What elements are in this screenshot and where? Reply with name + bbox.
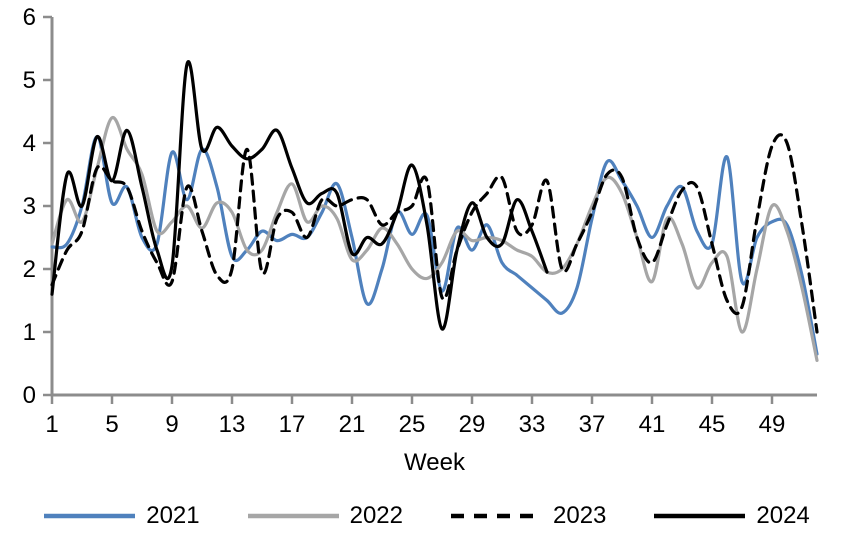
x-tick-label: 9 xyxy=(165,411,178,438)
legend-line-sample-solid xyxy=(247,513,339,519)
legend-label: 2021 xyxy=(146,502,200,529)
y-tick-label: 3 xyxy=(23,193,36,220)
legend-item-2023: 2023 xyxy=(449,504,606,528)
y-tick-label: 5 xyxy=(23,67,36,94)
x-tick-label: 45 xyxy=(699,411,726,438)
legend-line-sample-dashed xyxy=(451,513,542,519)
x-tick-label: 33 xyxy=(519,411,546,438)
x-axis-title: Week xyxy=(404,449,466,476)
x-tick-label: 13 xyxy=(219,411,246,438)
x-tick-label: 21 xyxy=(339,411,366,438)
x-tick-label: 1 xyxy=(45,411,58,438)
x-tick-label: 5 xyxy=(105,411,118,438)
y-tick-label: 1 xyxy=(23,319,36,346)
series-line-2022 xyxy=(50,116,819,362)
y-tick-label: 2 xyxy=(23,256,36,283)
legend-item-2021: 2021 xyxy=(42,502,200,529)
x-tick-label: 25 xyxy=(399,411,426,438)
y-tick-label: 6 xyxy=(23,4,36,31)
series-line-2023 xyxy=(50,133,819,334)
x-tick-label: 41 xyxy=(639,411,666,438)
y-tick-label: 4 xyxy=(23,130,36,157)
chart-legend: 2021 2022 2023 2024 xyxy=(0,504,852,528)
x-tick-label: 17 xyxy=(279,411,306,438)
y-tick-label: 0 xyxy=(23,382,36,409)
legend-item-2024: 2024 xyxy=(652,502,810,529)
legend-line-sample-solid xyxy=(654,513,746,519)
legend-label: 2023 xyxy=(553,502,607,529)
series-line-2024 xyxy=(50,60,549,331)
x-tick-label: 29 xyxy=(459,411,486,438)
legend-item-2022: 2022 xyxy=(246,504,403,528)
legend-label: 2022 xyxy=(349,502,403,529)
x-tick-label: 37 xyxy=(579,411,606,438)
legend-line-sample-solid xyxy=(44,513,136,519)
legend-label: 2024 xyxy=(756,502,810,529)
x-tick-label: 49 xyxy=(759,411,786,438)
